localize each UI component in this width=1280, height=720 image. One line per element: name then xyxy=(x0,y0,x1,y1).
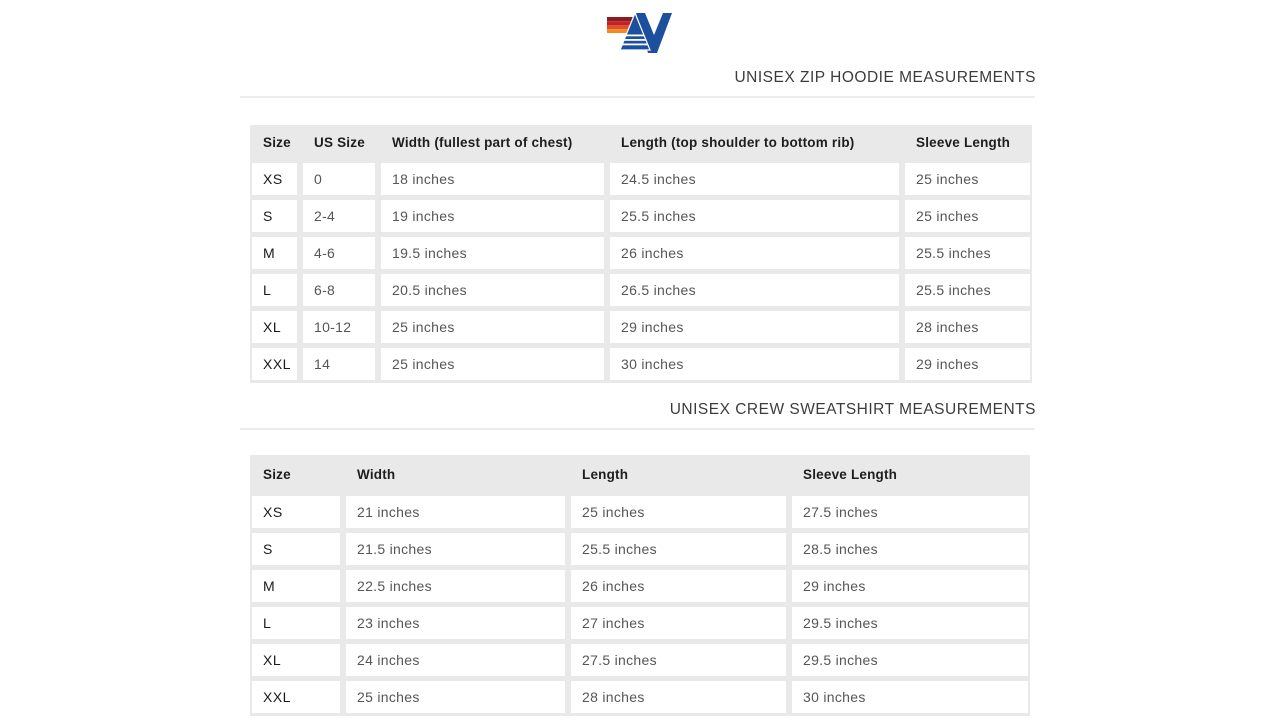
size-cell: L xyxy=(252,607,340,639)
table-cell: 19.5 inches xyxy=(381,237,604,269)
table-cell: 30 inches xyxy=(792,681,1028,713)
table-cell: 2-4 xyxy=(303,200,375,232)
size-cell: L xyxy=(252,274,297,306)
table-cell: 19 inches xyxy=(381,200,604,232)
size-cell: S xyxy=(252,200,297,232)
size-cell: XS xyxy=(252,163,297,195)
size-cell: XS xyxy=(252,496,340,528)
table-cell: 25 inches xyxy=(905,200,1030,232)
column-header: Sleeve Length xyxy=(803,466,898,482)
size-cell: XL xyxy=(252,644,340,676)
table-cell: 22.5 inches xyxy=(346,570,565,602)
table-cell: 0 xyxy=(303,163,375,195)
table-cell: 27.5 inches xyxy=(792,496,1028,528)
size-cell: S xyxy=(252,533,340,565)
logo-stripe-1 xyxy=(607,17,638,22)
size-cell: M xyxy=(252,570,340,602)
size-cell: XL xyxy=(252,311,297,343)
size-table: Size US Size Width (fullest part of chest)… xyxy=(250,125,1032,383)
table-cell: 24 inches xyxy=(346,644,565,676)
table-cell: 20.5 inches xyxy=(381,274,604,306)
table-cell: 27.5 inches xyxy=(571,644,786,676)
table-cell: 25 inches xyxy=(381,348,604,380)
table-cell: 28.5 inches xyxy=(792,533,1028,565)
table-cell: 21 inches xyxy=(346,496,565,528)
logo-stripe-2 xyxy=(607,21,637,26)
table-cell: 18 inches xyxy=(381,163,604,195)
table-cell: 6-8 xyxy=(303,274,375,306)
column-header: Size xyxy=(263,466,291,482)
column-header: Size xyxy=(263,135,291,150)
table-cell: 21.5 inches xyxy=(346,533,565,565)
table-cell: 25.5 inches xyxy=(610,200,899,232)
table-cell: 26 inches xyxy=(610,237,899,269)
table-cell: 27 inches xyxy=(571,607,786,639)
logo-stripes-icon xyxy=(607,17,638,33)
logo-letter-a-stripes-icon xyxy=(620,34,650,46)
column-header: Sleeve Length xyxy=(916,135,1011,150)
table-cell: 29.5 inches xyxy=(792,607,1028,639)
table-cell: 29.5 inches xyxy=(792,644,1028,676)
table-cell: 25 inches xyxy=(571,496,786,528)
size-cell: M xyxy=(252,237,297,269)
table-cell: 29 inches xyxy=(792,570,1028,602)
column-header: Width xyxy=(357,466,396,482)
size-cell: XXL xyxy=(252,681,340,713)
table-cell: 28 inches xyxy=(905,311,1030,343)
column-header: Width (fullest part of chest) xyxy=(392,135,573,150)
column-header: Length (top shoulder to bottom rib) xyxy=(621,135,855,150)
table-cell: 26 inches xyxy=(571,570,786,602)
table-cell: 23 inches xyxy=(346,607,565,639)
divider xyxy=(240,96,1035,98)
table-cell: 24.5 inches xyxy=(610,163,899,195)
section-title: UNISEX ZIP HOODIE MEASUREMENTS xyxy=(734,69,1036,86)
column-header: Length xyxy=(582,466,629,482)
table-cell: 25 inches xyxy=(905,163,1030,195)
table-cell: 25 inches xyxy=(346,681,565,713)
column-header: US Size xyxy=(314,135,365,150)
table-cell: 10-12 xyxy=(303,311,375,343)
table-cell: 25 inches xyxy=(381,311,604,343)
table-cell: 14 xyxy=(303,348,375,380)
brand-logo xyxy=(607,13,672,53)
size-table: Size Width Length Sleeve Length XS 21 inches 2… xyxy=(250,455,1030,716)
table-cell: 25.5 inches xyxy=(905,237,1030,269)
divider xyxy=(240,428,1035,430)
section-title: UNISEX CREW SWEATSHIRT MEASUREMENTS xyxy=(669,401,1036,418)
table-cell: 25.5 inches xyxy=(571,533,786,565)
table-cell: 30 inches xyxy=(610,348,899,380)
table-cell: 25.5 inches xyxy=(905,274,1030,306)
table-cell: 28 inches xyxy=(571,681,786,713)
table-cell: 26.5 inches xyxy=(610,274,899,306)
table-cell: 4-6 xyxy=(303,237,375,269)
size-cell: XXL xyxy=(252,348,297,380)
table-cell: 29 inches xyxy=(905,348,1030,380)
logo-stripe-3 xyxy=(607,25,635,30)
table-cell: 29 inches xyxy=(610,311,899,343)
